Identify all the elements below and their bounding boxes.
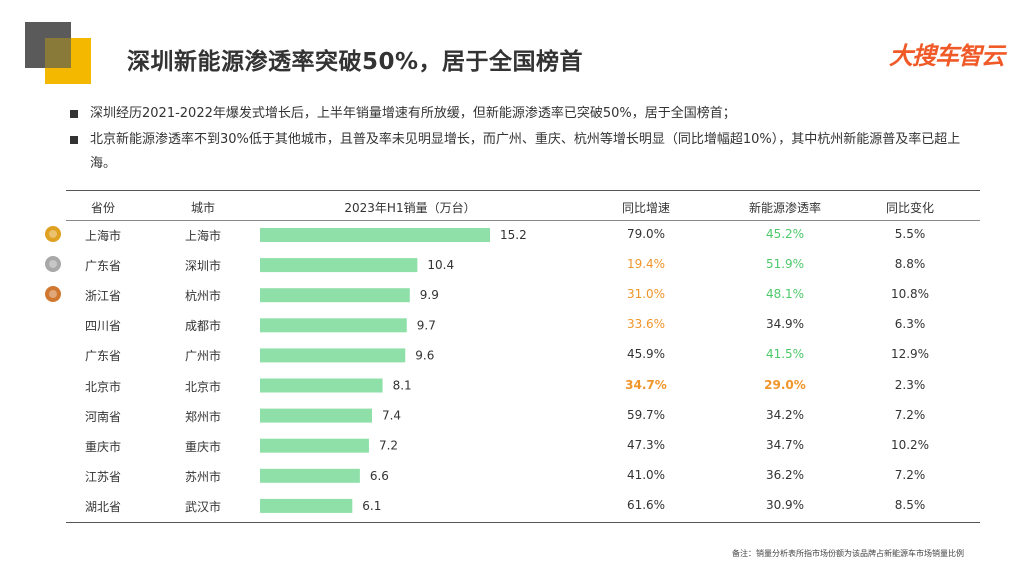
sales-value-label: 15.2 — [500, 228, 527, 242]
gold-medal-icon — [45, 226, 61, 242]
cell-city: 成都市 — [184, 319, 221, 334]
sales-value-label: 7.2 — [379, 439, 398, 453]
cell-penetration: 36.2% — [765, 467, 805, 482]
cell-change: 10.8% — [890, 287, 930, 302]
cell-penetration: 51.9% — [765, 257, 805, 272]
cell-yoy: 45.9% — [626, 347, 666, 362]
cell-province: 北京市 — [84, 379, 121, 394]
sales-bar — [260, 318, 407, 333]
cell-yoy: 31.0% — [626, 287, 666, 302]
cell-province: 浙江省 — [84, 289, 121, 304]
cell-province: 四川省 — [84, 319, 121, 334]
decor-square-overlap — [45, 38, 71, 68]
cell-change: 6.3% — [894, 317, 926, 332]
cell-province: 广东省 — [84, 349, 121, 364]
sales-value-label: 10.4 — [427, 258, 454, 272]
cell-city: 广州市 — [184, 349, 221, 364]
header-city: 城市 — [190, 201, 215, 215]
cell-change: 10.2% — [890, 437, 930, 452]
cell-change: 2.3% — [894, 377, 926, 392]
cell-province: 江苏省 — [84, 469, 121, 484]
cell-yoy: 59.7% — [626, 407, 666, 422]
cell-city: 郑州市 — [184, 409, 221, 424]
cell-penetration: 41.5% — [765, 347, 805, 362]
sales-bar — [260, 348, 406, 363]
brand-logo: 大搜车智云 — [889, 42, 1005, 70]
cell-yoy: 19.4% — [626, 257, 666, 272]
sales-value-label: 8.1 — [393, 379, 412, 393]
header-sales: 2023年H1销量（万台） — [344, 201, 476, 215]
header-yoy: 同比增速 — [621, 201, 670, 215]
cell-change: 7.2% — [894, 407, 926, 422]
table-bottom-rule — [66, 522, 980, 523]
footnote: 备注：销量分析表所指市场份额为该品牌占新能源车市场销量比例 — [732, 549, 964, 558]
cell-city: 苏州市 — [184, 469, 221, 484]
cell-city: 杭州市 — [184, 289, 221, 304]
sales-bar — [260, 408, 372, 423]
cell-penetration: 34.7% — [765, 437, 805, 452]
cell-yoy: 34.7% — [625, 377, 667, 392]
cell-yoy: 33.6% — [626, 317, 666, 332]
bullet-item: 北京新能源渗透率不到30%低于其他城市，且普及率未见明显增长，而广州、重庆、杭州… — [68, 128, 968, 176]
bullet-text: 深圳经历2021-2022年爆发式增长后，上半年销量增速有所放缓，但新能源渗透率… — [90, 106, 736, 121]
sales-bar — [260, 378, 383, 393]
cell-province: 湖北省 — [84, 499, 121, 514]
table-top-rule — [66, 190, 980, 191]
sales-value-label: 6.6 — [370, 469, 389, 483]
bullet-square-icon — [70, 110, 78, 118]
sales-bar — [260, 288, 410, 303]
cell-penetration: 48.1% — [765, 287, 805, 302]
cell-province: 广东省 — [84, 259, 121, 274]
cell-change: 12.9% — [890, 347, 930, 362]
sales-value-label: 6.1 — [362, 499, 381, 513]
table-header-rule — [66, 220, 980, 221]
page-title: 深圳新能源渗透率突破50%，居于全国榜首 — [127, 49, 584, 75]
bullet-item: 深圳经历2021-2022年爆发式增长后，上半年销量增速有所放缓，但新能源渗透率… — [68, 102, 968, 126]
bullet-square-icon — [70, 136, 78, 144]
cell-yoy: 47.3% — [626, 437, 666, 452]
cell-province: 河南省 — [84, 409, 121, 424]
cell-penetration: 34.2% — [765, 407, 805, 422]
summary-bullets: 深圳经历2021-2022年爆发式增长后，上半年销量增速有所放缓，但新能源渗透率… — [68, 102, 968, 178]
bullet-text: 北京新能源渗透率不到30%低于其他城市，且普及率未见明显增长，而广州、重庆、杭州… — [90, 132, 961, 171]
cell-city: 重庆市 — [184, 439, 221, 454]
cell-yoy: 61.6% — [626, 497, 666, 512]
cell-penetration: 34.9% — [765, 317, 805, 332]
sales-bar — [260, 468, 360, 483]
cell-penetration: 29.0% — [764, 377, 806, 392]
sales-bar — [260, 228, 490, 242]
sales-value-label: 7.4 — [382, 409, 401, 423]
cell-penetration: 30.9% — [765, 497, 805, 512]
cell-city: 北京市 — [184, 379, 221, 394]
cell-penetration: 45.2% — [765, 227, 805, 241]
header-province: 省份 — [90, 201, 115, 215]
sales-value-label: 9.6 — [415, 348, 434, 362]
cell-yoy: 41.0% — [626, 467, 666, 482]
sales-bar — [260, 258, 418, 273]
bronze-medal-icon — [45, 286, 61, 303]
cell-city: 上海市 — [184, 229, 221, 243]
cell-city: 武汉市 — [184, 499, 221, 514]
header-penetration: 新能源渗透率 — [748, 201, 821, 215]
sales-value-label: 9.7 — [417, 318, 436, 332]
cell-change: 8.8% — [894, 257, 926, 272]
cell-province: 重庆市 — [84, 439, 121, 454]
sales-value-label: 9.9 — [420, 288, 439, 302]
cell-province: 上海市 — [84, 229, 121, 243]
cell-city: 深圳市 — [184, 259, 221, 274]
silver-medal-icon — [45, 256, 61, 273]
cell-change: 7.2% — [894, 467, 926, 482]
cell-change: 8.5% — [894, 497, 926, 512]
sales-bar — [260, 438, 369, 453]
cell-change: 5.5% — [894, 227, 926, 241]
header-change: 同比变化 — [885, 201, 934, 215]
cell-yoy: 79.0% — [626, 227, 666, 241]
sales-bar — [260, 498, 353, 513]
